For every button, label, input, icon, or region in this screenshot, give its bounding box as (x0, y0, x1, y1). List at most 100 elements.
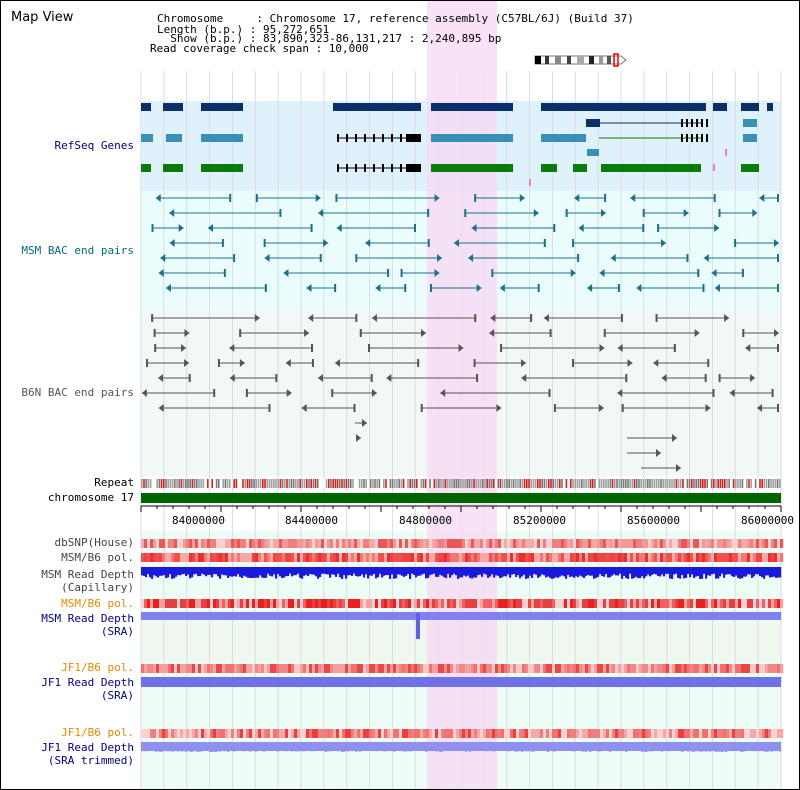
b6n-bac-pair-end (180, 344, 186, 352)
jf1-trimmed-depth (389, 749, 392, 750)
repeat-mark (207, 479, 209, 488)
repeat-mark (204, 479, 207, 488)
msm-bac-pair-end (263, 239, 266, 247)
msm-bac-pair-end (714, 284, 720, 292)
msm-bac-pair-end (355, 254, 358, 262)
repeat-mark (697, 479, 700, 488)
msm-b6-pol-heat-2 (312, 599, 316, 608)
msm-b6-pol-heat-2 (549, 599, 553, 608)
highlight-region (427, 1, 497, 789)
msm-bac-pair-end (572, 239, 575, 247)
jf1-b6-pol-heat (294, 664, 298, 673)
b6n-bac-pair-end (285, 359, 291, 367)
jf1-b6-pol-heat (441, 664, 445, 673)
jf1-b6-pol-heat-2 (675, 729, 679, 738)
jf1-b6-pol-heat (438, 664, 442, 673)
b6n-bac-pair-end (440, 389, 446, 397)
jf1-b6-pol-heat (696, 664, 700, 673)
dbsnp-heat (195, 539, 199, 548)
b6n-bac-pair-end (473, 359, 476, 367)
msm-b6-pol-heat-2 (222, 599, 226, 608)
jf1-b6-pol-heat (471, 664, 475, 673)
msm-bac-pair-end (777, 254, 779, 262)
jf1-b6-pol-heat-2 (699, 729, 703, 738)
repeat-mark (253, 479, 255, 488)
jf1-b6-pol-heat-2 (762, 729, 766, 738)
jf1-trimmed-depth (205, 749, 208, 750)
refseq-gene (431, 164, 513, 172)
repeat-mark (323, 479, 326, 488)
repeat-mark (713, 479, 715, 488)
repeat-mark (671, 479, 673, 488)
msm-b6-pol-heat (651, 553, 655, 562)
repeat-mark (631, 479, 634, 488)
chromosome-ideogram[interactable] (531, 53, 627, 67)
repeat-mark (625, 479, 627, 488)
msm-b6-pol-heat (195, 553, 199, 562)
repeat-mark (363, 479, 365, 488)
repeat-mark (682, 479, 684, 488)
jf1-trimmed-depth (385, 749, 388, 752)
dbsnp-heat (537, 539, 541, 548)
jf1-trimmed-depth (707, 749, 710, 752)
msm-b6-pol-heat (459, 553, 463, 562)
msm-b6-pol-heat (552, 553, 556, 562)
msm-b6-pol-heat-2 (225, 599, 229, 608)
track-label-msm-b6-pol-1: MSM/B6 pol. (61, 551, 134, 564)
jf1-b6-pol-heat-2 (720, 729, 724, 738)
dbsnp-heat (408, 539, 412, 548)
msm-bac-pair-end (600, 209, 606, 217)
msm-b6-pol-heat-2 (519, 599, 523, 608)
msm-b6-pol-heat-2 (297, 599, 301, 608)
jf1-b6-pol-heat (726, 664, 730, 673)
msm-b6-pol-heat-2 (204, 599, 208, 608)
repeat-mark (310, 479, 312, 488)
jf1-trimmed-depth (357, 749, 360, 751)
refseq-exon (701, 134, 703, 142)
jf1-b6-pol-heat (330, 664, 334, 673)
msm-b6-pol-heat-2 (414, 599, 418, 608)
msm-b6-pol-heat (324, 553, 328, 562)
msm-b6-pol-heat-2 (453, 599, 457, 608)
repeat-mark (449, 479, 451, 488)
jf1-trimmed-depth (377, 749, 380, 751)
msm-b6-pol-heat (273, 553, 277, 562)
dbsnp-heat (150, 539, 154, 548)
jf1-b6-pol-heat (435, 664, 439, 673)
dbsnp-heat (381, 539, 385, 548)
jf1-trimmed-depth (173, 749, 176, 752)
jf1-b6-pol-heat (672, 664, 676, 673)
dbsnp-heat (165, 539, 169, 548)
dbsnp-heat (225, 539, 229, 548)
jf1-b6-pol-heat (333, 664, 337, 673)
jf1-b6-pol-heat-2 (294, 729, 298, 738)
jf1-b6-pol-heat (423, 664, 427, 673)
msm-b6-pol-heat (228, 553, 232, 562)
msm-b6-pol-heat-2 (777, 599, 781, 608)
jf1-b6-pol-heat-2 (570, 729, 574, 738)
msm-b6-pol-heat-2 (282, 599, 286, 608)
b6n-bac-pair-end (599, 344, 605, 352)
jf1-b6-pol-heat (591, 664, 595, 673)
jf1-b6-pol-heat-2 (375, 729, 379, 738)
msm-b6-pol-heat (714, 553, 718, 562)
dbsnp-heat (771, 539, 775, 548)
msm-b6-pol-heat-2 (351, 599, 355, 608)
msm-b6-pol-heat (537, 553, 541, 562)
msm-b6-pol-heat (456, 553, 460, 562)
jf1-trimmed-depth (259, 749, 262, 751)
msm-b6-pol-heat (564, 553, 568, 562)
msm-bac-pair-end (599, 269, 605, 277)
msm-b6-pol-heat (468, 553, 472, 562)
jf1-b6-pol-heat-2 (261, 729, 265, 738)
msm-bac-pair-end (759, 194, 765, 202)
msm-b6-pol-heat (204, 553, 208, 562)
dbsnp-heat (453, 539, 457, 548)
repeat-mark (759, 479, 761, 488)
repeat-mark (328, 479, 330, 488)
msm-bac-pair-end (315, 194, 321, 202)
dbsnp-heat (156, 539, 160, 548)
b6n-bac-pair-end (476, 374, 479, 382)
jf1-b6-pol-heat (360, 664, 364, 673)
jf1-trimmed-depth (497, 749, 500, 751)
